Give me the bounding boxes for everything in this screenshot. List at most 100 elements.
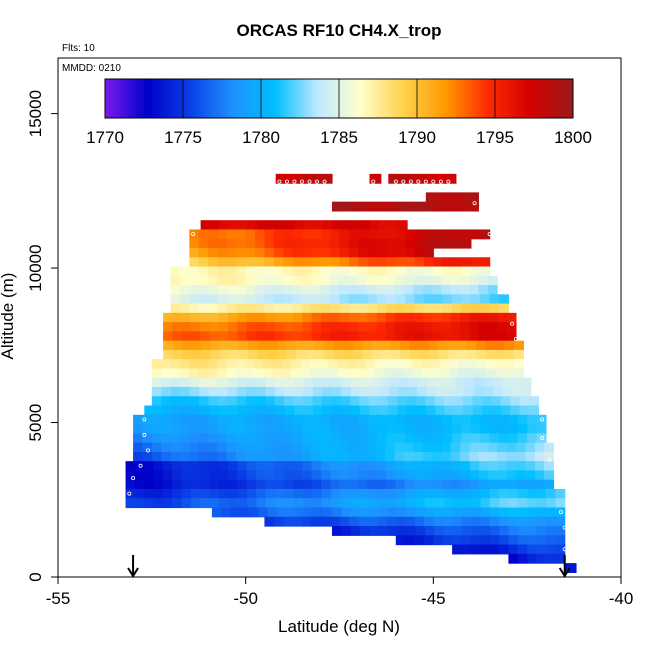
colorbar-band — [370, 79, 375, 118]
heatmap-cell — [209, 498, 220, 509]
heatmap-cell — [339, 470, 350, 481]
heatmap-cell — [255, 303, 266, 314]
colorbar-band — [565, 79, 570, 118]
heatmap-cell — [312, 498, 323, 509]
heatmap-cell — [419, 340, 430, 351]
heatmap-cell — [313, 405, 324, 416]
heatmap-cell — [163, 331, 173, 342]
colorbar-band — [366, 79, 371, 118]
heatmap-cell — [292, 257, 303, 268]
heatmap-cell — [376, 479, 387, 490]
heatmap-cell — [172, 488, 183, 499]
heatmap-cell — [432, 479, 443, 490]
heatmap-cell — [506, 322, 517, 332]
heatmap-cell — [200, 220, 211, 231]
heatmap-cell — [257, 349, 268, 360]
heatmap-cell — [189, 414, 200, 425]
heatmap-cell — [172, 331, 183, 342]
heatmap-cell — [466, 349, 477, 360]
heatmap-cell — [310, 275, 321, 286]
heatmap-cell — [348, 322, 359, 332]
heatmap-cell — [499, 294, 509, 305]
heatmap-cell — [209, 488, 220, 499]
heatmap-cell — [491, 396, 502, 407]
heatmap-cell — [218, 479, 229, 490]
heatmap-cell — [452, 303, 463, 314]
heatmap-cell — [263, 359, 274, 370]
heatmap-cell — [445, 377, 456, 388]
heatmap-cell — [423, 247, 434, 258]
heatmap-cell — [291, 451, 302, 462]
heatmap-cell — [386, 257, 397, 268]
heatmap-cell — [433, 516, 444, 527]
heatmap-cell — [337, 359, 348, 370]
heatmap-cell — [265, 479, 275, 490]
heatmap-cell — [339, 266, 350, 277]
heatmap-cell — [432, 331, 443, 342]
heatmap-cell — [284, 387, 295, 397]
heatmap-cell — [461, 535, 472, 546]
heatmap-cell — [300, 368, 311, 379]
colorbar-band — [288, 79, 293, 118]
heatmap-cell — [417, 377, 428, 388]
heatmap-cell — [460, 461, 471, 472]
heatmap-cell — [255, 470, 266, 481]
heatmap-cell — [376, 470, 387, 481]
heatmap-cell — [179, 414, 190, 425]
heatmap-cell — [191, 405, 202, 416]
heatmap-cell — [352, 349, 363, 360]
heatmap-cell — [489, 424, 500, 434]
heatmap-cell — [151, 424, 162, 434]
heatmap-cell — [172, 312, 183, 323]
heatmap-cell — [238, 220, 249, 231]
heatmap-cell — [151, 368, 162, 379]
heatmap-cell — [564, 563, 577, 573]
y-tick-label: 10000 — [26, 244, 45, 291]
sample-point — [558, 510, 563, 515]
heatmap-cell — [244, 359, 255, 370]
heatmap-cell — [301, 238, 312, 249]
heatmap-cell — [481, 507, 492, 518]
heatmap-cell — [320, 331, 331, 342]
heatmap-cell — [339, 294, 350, 305]
heatmap-cell — [422, 275, 433, 286]
heatmap-cell — [386, 294, 397, 305]
heatmap-cell — [479, 470, 489, 481]
heatmap-cell — [226, 442, 237, 453]
heatmap-cell — [414, 516, 425, 527]
sample-point — [284, 179, 289, 184]
heatmap-cell — [348, 312, 359, 323]
heatmap-cell — [302, 322, 313, 332]
colorbar-band — [268, 79, 274, 118]
heatmap-cell — [405, 516, 416, 527]
heatmap-cell — [294, 405, 305, 416]
heatmap-cell — [470, 303, 481, 314]
heatmap-cell — [310, 285, 321, 295]
heatmap-cell — [508, 553, 519, 564]
heatmap-cell — [134, 470, 145, 481]
heatmap-cell — [151, 377, 162, 388]
heatmap-cell — [497, 442, 508, 453]
heatmap-cell — [499, 516, 509, 527]
heatmap-cell — [341, 377, 352, 388]
heatmap-cell — [485, 340, 496, 351]
heatmap-cell — [497, 461, 508, 472]
colorbar-band — [467, 79, 473, 118]
heatmap-cell — [374, 359, 385, 370]
heatmap-cell — [133, 451, 144, 462]
heatmap-cell — [292, 247, 303, 258]
heatmap-cell — [367, 266, 378, 277]
heatmap-cell — [516, 461, 527, 472]
heatmap-cell — [367, 238, 378, 249]
heatmap-cell — [374, 368, 385, 379]
heatmap-cell — [404, 470, 415, 481]
heatmap-cell — [292, 470, 303, 481]
heatmap-cell — [254, 285, 265, 295]
heatmap-cell — [274, 479, 285, 490]
heatmap-cell — [267, 507, 278, 518]
heatmap-cell — [360, 220, 371, 231]
heatmap-cell — [460, 451, 470, 462]
heatmap-cell — [246, 479, 257, 490]
heatmap-cell — [331, 498, 342, 509]
heatmap-cell — [357, 442, 368, 453]
